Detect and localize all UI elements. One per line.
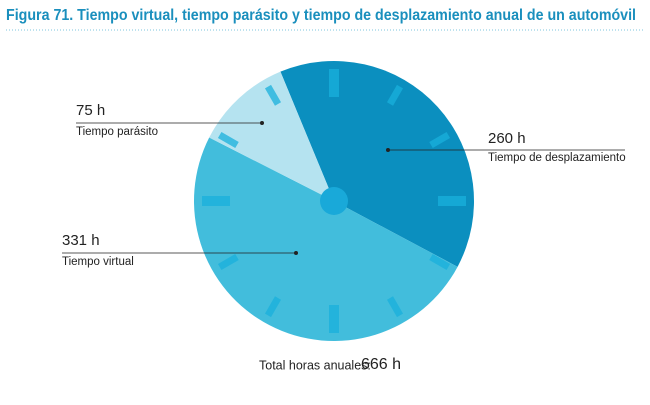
value-label: 75 h (76, 102, 105, 119)
clock-tick (202, 196, 230, 206)
pie-slice (209, 71, 334, 202)
clock-center (320, 187, 348, 215)
value-label: 331 h (62, 232, 100, 249)
leader-dot (260, 121, 264, 125)
clock-tick (329, 69, 339, 97)
leader-dot (386, 148, 390, 152)
pie-slice (280, 61, 475, 267)
clock-tick (264, 84, 282, 106)
leader-dot (294, 251, 298, 255)
clock-tick (429, 131, 451, 149)
clock-tick (217, 253, 239, 271)
clock-tick (264, 296, 282, 318)
clock-tick (429, 253, 451, 271)
category-label: Tiempo de desplazamiento (488, 152, 626, 164)
total-value: 666 h (361, 356, 401, 373)
category-label: Tiempo virtual (62, 256, 134, 268)
category-label: Tiempo parásito (76, 126, 158, 138)
clock-tick (438, 196, 466, 206)
chart-title: Figura 71. Tiempo virtual, tiempo parási… (6, 7, 636, 24)
clock-tick (386, 296, 404, 318)
clock-tick (386, 84, 404, 106)
value-label: 260 h (488, 130, 526, 147)
clock-tick (217, 131, 239, 149)
pie-slice (193, 137, 458, 342)
clock-tick (329, 305, 339, 333)
total-label: Total horas anuales: (259, 358, 371, 372)
